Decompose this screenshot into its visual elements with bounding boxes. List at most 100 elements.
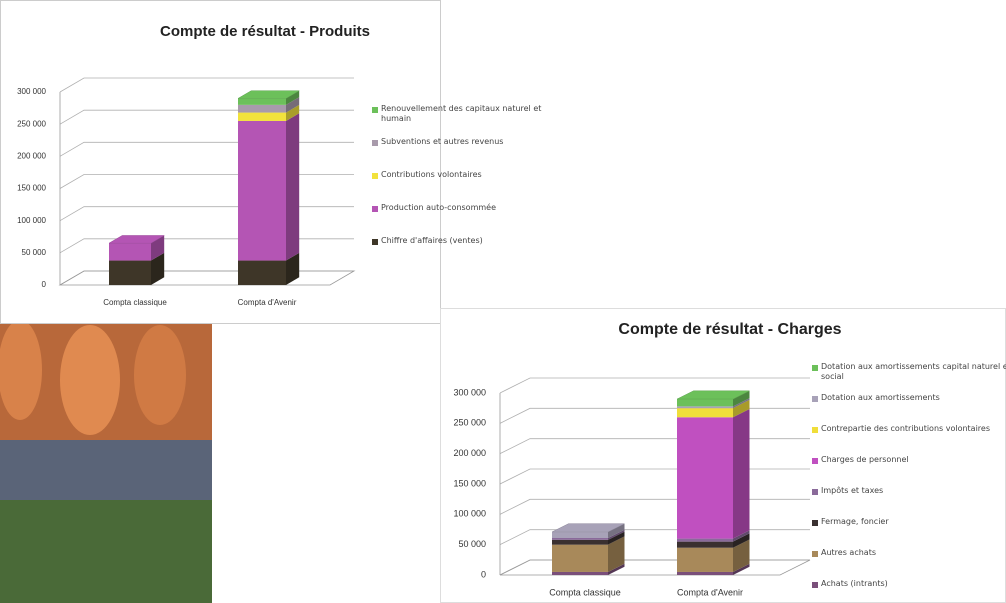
legend-label: Dotation aux amortissements capital natu… [821,362,1006,381]
y-tick-label: 300 000 [17,87,46,96]
bar-segment [552,531,608,538]
legend-swatch [372,239,378,245]
legend-swatch [812,582,818,588]
bar-side [733,398,750,409]
legend-label: Impôts et taxes [821,486,884,495]
bar-side [286,97,300,113]
y-tick-label: 50 000 [458,539,486,549]
y-tick-label: 250 000 [453,418,486,428]
legend-swatch [812,458,818,464]
legend-label: Subventions et autres revenus [381,137,504,146]
y-tick-label: 100 000 [17,216,46,225]
bar-segment [677,547,733,572]
leaves [0,500,212,603]
grid-line [59,77,354,93]
bar-segment [238,120,286,261]
y-tick-label: 250 000 [17,119,46,128]
bar-segment [677,408,733,418]
bar-side [733,399,750,418]
bar-side [151,235,165,261]
y-tick-label: 150 000 [453,478,486,488]
carrot-photo [0,320,212,603]
bar-side [733,533,750,548]
legend-swatch [372,206,378,212]
y-tick-label: 0 [42,280,47,289]
bar-side [608,563,625,575]
legend-entry: Renouvellement des capitaux naturel et h… [381,104,542,123]
x-tick-label: Compta classique [103,298,167,307]
y-tick-label: 0 [481,569,486,579]
y-tick-label: 200 000 [17,151,46,160]
bar-side [608,523,625,538]
legend-label: Autres achats [821,548,877,557]
bar-segment [677,417,733,539]
bar-segment [109,260,151,285]
legend-entry: Impôts et taxes [821,486,884,495]
legend-entry: Charges de personnel [821,455,909,464]
bar-segment [677,541,733,548]
legend-label: Achats (intrants) [821,579,888,588]
bar-segment [238,104,286,113]
legend-swatch [812,427,818,433]
bar-side [608,536,625,572]
bar-side [733,539,750,572]
legend-swatch [372,173,378,179]
legend-label: Charges de personnel [821,455,909,464]
bar-side [733,390,750,407]
legend-label: Dotation aux amortissements [821,393,940,402]
legend-entry: Dotation aux amortissements capital natu… [821,362,1006,381]
bar-side [286,104,300,121]
legend-entry: Chiffre d'affaires (ventes) [381,236,483,245]
legend-label: Fermage, foncier [821,517,889,526]
bar-segment [677,538,733,542]
y-tick-label: 50 000 [22,248,47,257]
legend-entry: Contrepartie des contributions volontair… [821,424,991,433]
chart-title: Compte de résultat - Charges [618,321,841,338]
legend-swatch [812,520,818,526]
bar-segment [552,539,608,545]
y-tick-label: 300 000 [453,387,486,397]
bar-side [608,531,625,545]
bar-side [286,113,300,261]
carrot [134,325,186,425]
bar-segment [238,98,286,105]
legend-swatch [812,365,818,371]
legend-swatch [372,140,378,146]
bar-segment [238,260,286,285]
chart-frame [0,0,441,324]
y-tick-label: 200 000 [453,448,486,458]
chart-title: Compte de résultat - Produits [160,23,370,40]
x-tick-label: Compta d'Avenir [677,587,743,597]
legend-label: Contributions volontaires [381,170,482,179]
bar-side [733,530,750,542]
legend-label: Contrepartie des contributions volontair… [821,424,991,433]
bar-segment [109,243,151,261]
legend-entry: Subventions et autres revenus [381,137,504,146]
bar-side [286,252,300,285]
bar-side [608,529,625,540]
legend-label: Renouvellement des capitaux naturel et h… [381,104,542,123]
bar-segment [238,112,286,121]
y-tick-label: 100 000 [453,509,486,519]
grid-line [499,377,810,394]
bar-side [151,252,165,285]
bar-top [551,523,625,533]
legend-entry: Autres achats [821,548,877,557]
bar-segment [552,537,608,540]
legend-label: Production auto-consommée [381,203,496,212]
legend-swatch [812,551,818,557]
plastic-film [0,440,212,500]
x-tick-label: Compta classique [549,587,621,597]
carrot [60,325,120,435]
legend-entry: Contributions volontaires [381,170,482,179]
x-tick-label: Compta d'Avenir [238,298,297,307]
legend-label: Chiffre d'affaires (ventes) [381,236,483,245]
bar-top [108,235,166,244]
bar-segment [677,399,733,407]
legend-swatch [812,489,818,495]
bar-side [733,563,750,575]
legend-entry: Achats (intrants) [821,579,888,588]
bar-side [733,409,750,539]
